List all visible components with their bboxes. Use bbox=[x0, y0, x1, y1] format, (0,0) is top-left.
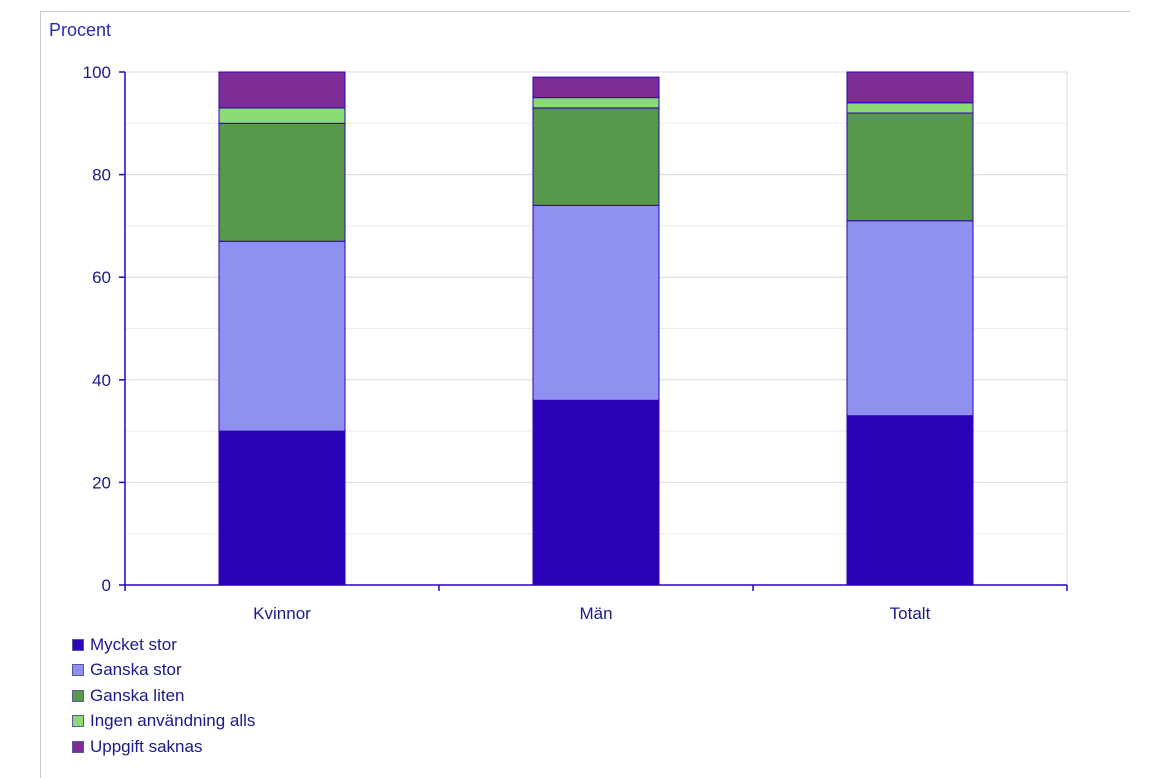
category-label: Män bbox=[579, 604, 612, 623]
category-label: Kvinnor bbox=[253, 604, 311, 623]
legend-label: Ganska stor bbox=[90, 660, 182, 680]
legend-item: Ingen användning alls bbox=[72, 709, 255, 735]
y-tick-label: 60 bbox=[92, 268, 111, 287]
frame-left-border bbox=[40, 11, 41, 778]
bar-segment bbox=[532, 76, 660, 99]
y-axis-label: Procent bbox=[49, 20, 111, 40]
legend-label: Ganska liten bbox=[90, 685, 185, 705]
bar-segment bbox=[846, 102, 974, 114]
y-tick-label: 80 bbox=[92, 166, 111, 185]
legend-item: Mycket stor bbox=[72, 632, 255, 658]
legend-swatch bbox=[72, 689, 84, 702]
bar-segment bbox=[532, 107, 660, 206]
stacked-bar-chart: Procent 0 20 40 60 80 100 Kvinnor Män Totalt bbox=[49, 20, 1068, 623]
legend-swatch bbox=[72, 664, 84, 677]
bar-segment bbox=[846, 112, 974, 222]
bar-segment bbox=[218, 122, 346, 242]
y-tick-label: 20 bbox=[92, 473, 111, 492]
bar-segment bbox=[846, 71, 974, 104]
legend-swatch bbox=[72, 638, 84, 651]
bar-segment bbox=[218, 430, 346, 586]
legend-label: Uppgift saknas bbox=[90, 736, 203, 756]
bar-segment bbox=[532, 399, 660, 586]
bar-segment bbox=[218, 71, 346, 109]
y-tick-labels: 0 20 40 60 80 100 bbox=[83, 63, 111, 595]
bar-segment bbox=[218, 107, 346, 124]
y-tick-label: 0 bbox=[102, 576, 111, 595]
legend-item: Ganska liten bbox=[72, 683, 255, 709]
bar-segment bbox=[846, 220, 974, 417]
legend-item: Ganska stor bbox=[72, 658, 255, 684]
category-labels: Kvinnor Män Totalt bbox=[253, 604, 930, 623]
bar-segment bbox=[532, 204, 660, 401]
bar-segment bbox=[846, 415, 974, 586]
legend-item: Uppgift saknas bbox=[72, 734, 255, 760]
axes bbox=[119, 71, 1068, 591]
y-tick-label: 40 bbox=[92, 371, 111, 390]
legend: Mycket stor Ganska stor Ganska liten Ingen … bbox=[72, 632, 255, 760]
legend-label: Mycket stor bbox=[90, 634, 177, 654]
bar-segment bbox=[218, 240, 346, 432]
category-label: Totalt bbox=[890, 604, 931, 623]
legend-label: Ingen användning alls bbox=[90, 711, 256, 731]
legend-swatch bbox=[72, 740, 84, 753]
bar-segment bbox=[532, 97, 660, 109]
y-tick-label: 100 bbox=[83, 63, 111, 82]
legend-swatch bbox=[72, 715, 84, 728]
bars bbox=[218, 71, 974, 586]
frame-top-border bbox=[40, 11, 1130, 12]
